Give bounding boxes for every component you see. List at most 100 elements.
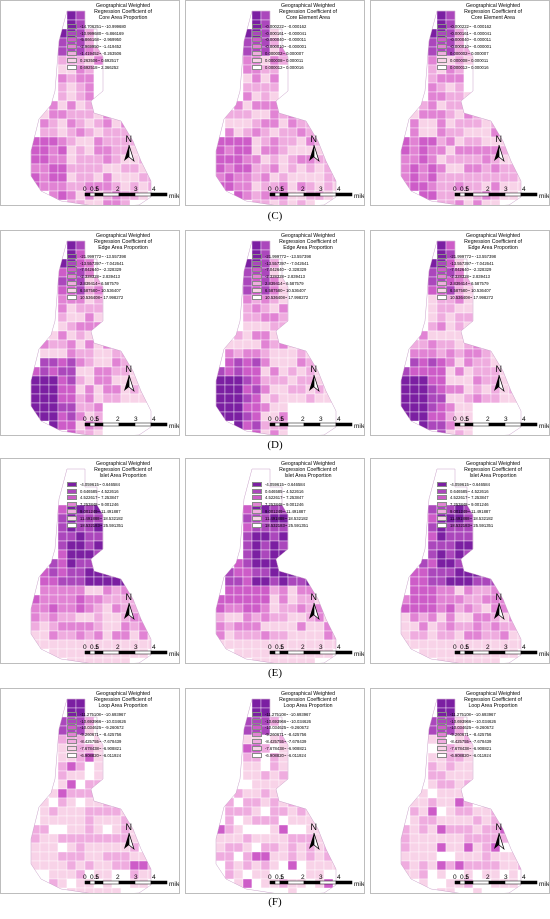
grid-cell — [84, 761, 95, 772]
scale-segment — [134, 880, 152, 885]
grid-cell — [242, 375, 253, 386]
grid-cell — [463, 612, 474, 623]
scale-segment — [464, 192, 474, 197]
grid-cell — [129, 402, 140, 413]
grid-cell — [260, 154, 271, 165]
scale-segment — [303, 192, 321, 197]
scale-tick-label: 0 — [453, 416, 457, 423]
grid-cell — [472, 860, 483, 871]
grid-cell — [48, 384, 59, 395]
grid-cell — [463, 82, 474, 93]
grid-cell — [278, 779, 289, 790]
legend-item: 10.536408~ 17.998272 — [252, 294, 364, 301]
grid-cell — [287, 869, 298, 880]
grid-cell — [296, 357, 307, 368]
grid-cell — [269, 576, 280, 587]
grid-cell — [242, 64, 253, 75]
grid-cell — [251, 127, 262, 138]
grid-cell — [481, 540, 492, 551]
grid-cell — [251, 145, 262, 156]
grid-cell — [84, 163, 95, 174]
grid-cell — [93, 851, 104, 862]
grid-cell — [75, 842, 86, 853]
scale-segment — [335, 192, 353, 197]
legend-label: -21.999772~ -13.557398 — [265, 253, 311, 259]
grid-cell — [66, 330, 77, 341]
grid-cell — [296, 603, 307, 614]
grid-cell — [517, 181, 521, 192]
grid-cell — [481, 145, 492, 156]
grid-cell — [287, 531, 298, 542]
grid-cell — [39, 842, 50, 853]
grid-cell — [508, 630, 519, 641]
grid-cell — [260, 815, 271, 826]
legend-label: -10.034625~ -9.260672 — [80, 725, 124, 731]
grid-cell — [401, 375, 411, 386]
grid-cell — [102, 567, 113, 578]
grid-cell — [93, 429, 104, 435]
grid-cell — [445, 109, 456, 120]
grid-cell — [84, 393, 95, 404]
grid-cell — [409, 163, 420, 174]
grid-cell — [242, 73, 253, 84]
grid-cell — [93, 91, 104, 102]
grid-cell — [57, 576, 68, 587]
subfigure-label: (C) — [267, 210, 283, 222]
grid-cell — [427, 824, 438, 835]
grid-cell — [287, 181, 298, 192]
grid-cell — [260, 118, 271, 129]
grid-cell — [57, 384, 68, 395]
grid-cell — [454, 100, 465, 111]
grid-cell — [351, 861, 360, 870]
grid-cell — [93, 860, 104, 871]
grid-cell — [84, 842, 95, 853]
grid-cell — [472, 833, 483, 844]
grid-cell — [332, 869, 336, 880]
legend-title-line: Regression Coefficient of — [94, 467, 152, 473]
grid-cell — [39, 375, 50, 386]
legend-swatch — [252, 725, 262, 731]
legend-title-line: Geographical Weighted — [465, 691, 521, 697]
grid-cell — [472, 770, 483, 781]
grid-cell — [287, 366, 298, 377]
grid-cell — [48, 860, 59, 871]
legend-item: -2.969950~ -1.419452 — [67, 43, 179, 50]
scale-segment — [274, 422, 281, 427]
grid-cell — [102, 540, 113, 551]
grid-cell — [269, 312, 280, 323]
grid-cell — [517, 154, 521, 165]
grid-cell — [463, 540, 474, 551]
legend-label: 0.000012~ 0.000016 — [450, 64, 489, 70]
grid-cell — [481, 136, 492, 147]
grid-cell — [251, 303, 262, 314]
grid-cell — [278, 630, 289, 641]
grid-cell — [260, 136, 271, 147]
grid-cell — [409, 384, 420, 395]
grid-cell — [481, 657, 492, 663]
grid-cell — [111, 321, 122, 332]
grid-cell — [224, 127, 235, 138]
grid-cell — [233, 797, 244, 808]
north-label: N — [126, 592, 133, 602]
scale-segment — [89, 880, 96, 885]
grid-cell — [427, 860, 438, 871]
grid-cell — [436, 420, 447, 431]
grid-cell — [120, 761, 131, 772]
grid-cell — [31, 603, 41, 614]
grid-cell — [233, 181, 244, 192]
grid-cell — [278, 145, 289, 156]
grid-cell — [472, 118, 483, 129]
grid-cell — [454, 842, 465, 853]
grid-cell — [278, 788, 289, 799]
grid-cell — [39, 630, 50, 641]
grid-cell — [242, 303, 253, 314]
grid-cell — [93, 770, 104, 781]
scale-tick-label: 1 — [280, 416, 284, 423]
grid-cell — [472, 612, 483, 623]
scale-segment — [488, 192, 506, 197]
grid-cell — [436, 402, 447, 413]
scale-tick-label: 0 — [83, 644, 87, 651]
scale-unit-label: mile — [169, 193, 180, 200]
grid-cell — [323, 402, 334, 413]
grid-cell — [517, 639, 521, 650]
